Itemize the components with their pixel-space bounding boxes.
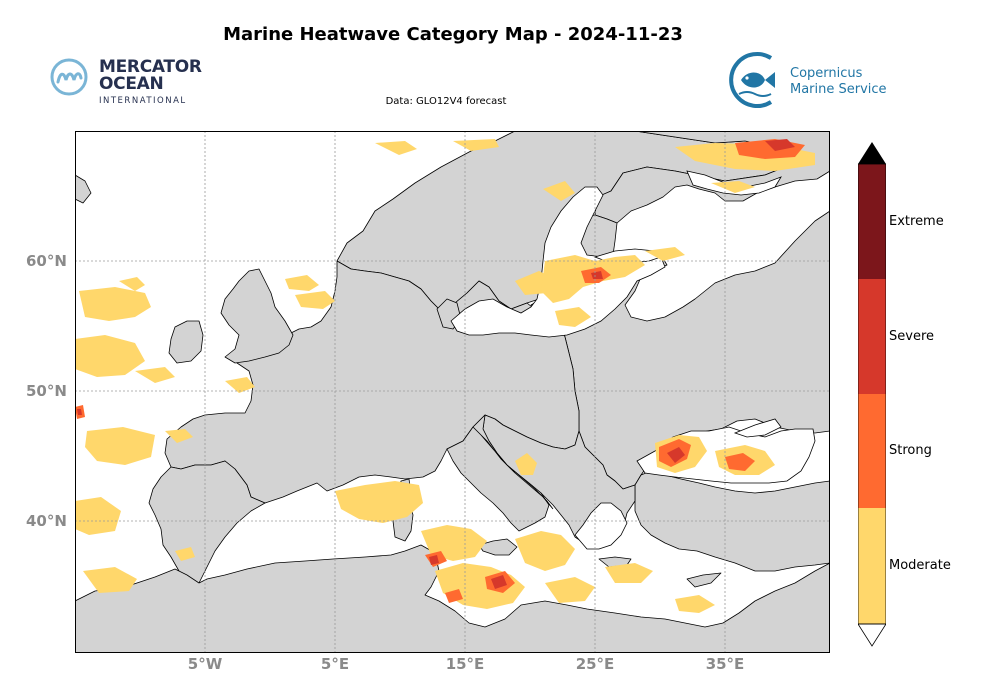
map-canvas: [75, 131, 830, 653]
legend-label-severe: Severe: [889, 329, 934, 344]
lon-label-25e: 25°E: [575, 655, 615, 673]
land-crete: [598, 556, 632, 568]
copernicus-marine-logo: Copernicus Marine Service: [727, 50, 887, 110]
colorbar-overflow-triangle: [858, 142, 886, 164]
colorbar-moderate: [858, 508, 886, 624]
colorbar-underflow-triangle: [858, 623, 886, 647]
land-cyprus: [686, 572, 722, 588]
land-north-africa: [75, 544, 830, 653]
colorbar-severe: [858, 279, 886, 394]
land-faroe: [75, 174, 92, 204]
legend-label-strong: Strong: [889, 443, 932, 458]
heatwave-map: [75, 131, 830, 653]
mercator-ocean-logo: MERCATOR OCEAN INTERNATIONAL: [50, 56, 210, 108]
heatwave-severe-patches: [77, 139, 795, 589]
land-great-britain: [220, 268, 294, 364]
category-colorbar: [858, 142, 886, 647]
lon-label-15e: 15°E: [445, 655, 485, 673]
copernicus-fish-icon: [729, 52, 775, 108]
lon-label-35e: 35°E: [705, 655, 745, 673]
sea-azov: [733, 418, 782, 438]
lon-label-5e: 5°E: [320, 655, 350, 673]
map-title: Marine Heatwave Category Map - 2024-11-2…: [223, 24, 683, 45]
sea-adriatic: [472, 426, 554, 510]
data-source-caption: Data: GLO12V4 forecast: [385, 96, 507, 107]
legend-label-extreme: Extreme: [889, 214, 944, 229]
sea-aegean: [574, 502, 628, 550]
lat-label-40n: 40°N: [26, 512, 67, 530]
international-logo-text: INTERNATIONAL: [99, 96, 187, 106]
copernicus-logo-text: Copernicus: [790, 66, 863, 81]
colorbar-extreme: [858, 164, 886, 279]
lat-label-60n: 60°N: [26, 252, 67, 270]
mercator-logo-text: MERCATOR: [99, 57, 202, 77]
lon-label-5w: 5°W: [187, 655, 223, 673]
map-frame: [75, 131, 830, 653]
ocean-logo-text: OCEAN: [99, 74, 164, 94]
land-ireland: [168, 320, 204, 364]
lat-label-50n: 50°N: [26, 382, 67, 400]
land-sicily: [478, 538, 518, 556]
colorbar-strong: [858, 394, 886, 508]
mercator-emblem-icon: [50, 58, 88, 96]
marine-service-logo-text: Marine Service: [790, 82, 887, 97]
legend-label-moderate: Moderate: [889, 558, 951, 573]
land-italy: [446, 414, 550, 532]
graticule: [75, 131, 830, 653]
